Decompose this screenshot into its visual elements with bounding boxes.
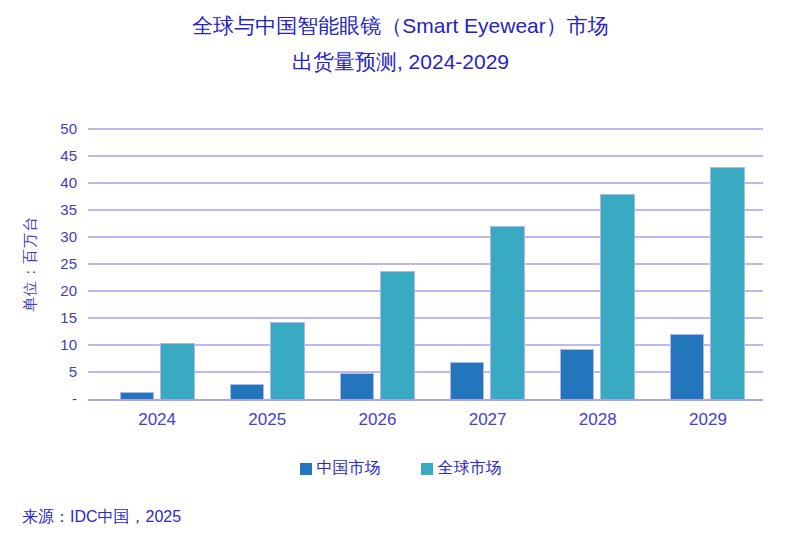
bar-2029-china (670, 334, 704, 399)
bar-2026-global (380, 271, 415, 399)
legend-item-china: 中国市场 (300, 458, 381, 479)
bar-2025-china (230, 384, 264, 399)
bar-group-2026 (322, 129, 432, 399)
bar-2024-global (160, 343, 195, 399)
x-label-2028: 2028 (543, 410, 653, 430)
bar-group-2025 (212, 129, 322, 399)
bar-2024-china (120, 392, 154, 399)
bar-2028-china (560, 349, 594, 399)
bar-2027-global (490, 226, 525, 399)
x-axis-labels: 202420252026202720282029 (88, 410, 763, 430)
chart-title: 全球与中国智能眼镜（Smart Eyewear）市场 出货量预测, 2024-2… (0, 8, 801, 80)
legend-label-global: 全球市场 (438, 458, 502, 479)
chart-legend: 中国市场 全球市场 (0, 458, 801, 479)
bar-group-2029 (653, 129, 763, 399)
chart-title-line1: 全球与中国智能眼镜（Smart Eyewear）市场 (0, 8, 801, 44)
legend-label-china: 中国市场 (317, 458, 381, 479)
y-tick-label: - (72, 390, 77, 407)
bar-2028-global (600, 194, 635, 399)
x-label-2024: 2024 (102, 410, 212, 430)
bars-row (88, 129, 763, 399)
y-tick-label: 15 (60, 309, 77, 326)
y-tick-label: 40 (60, 174, 77, 191)
bar-2027-china (450, 362, 484, 399)
bar-2029-global (710, 167, 745, 399)
y-tick-label: 25 (60, 255, 77, 272)
source-note: 来源：IDC中国，2025 (22, 507, 181, 528)
legend-swatch-global-icon (421, 463, 433, 475)
x-label-2025: 2025 (212, 410, 322, 430)
x-label-2027: 2027 (433, 410, 543, 430)
chart-title-line2: 出货量预测, 2024-2029 (0, 44, 801, 80)
plot-area: -5101520253035404550 (88, 129, 763, 401)
y-tick-label: 35 (60, 201, 77, 218)
bar-2025-global (270, 322, 305, 399)
x-label-2029: 2029 (653, 410, 763, 430)
bar-group-2027 (433, 129, 543, 399)
bar-group-2024 (102, 129, 212, 399)
legend-item-global: 全球市场 (421, 458, 502, 479)
y-axis-title: 单位：百万台 (21, 216, 40, 312)
y-tick-label: 10 (60, 336, 77, 353)
y-tick-label: 20 (60, 282, 77, 299)
bar-group-2028 (543, 129, 653, 399)
y-tick-label: 5 (69, 363, 77, 380)
y-tick-label: 45 (60, 147, 77, 164)
bar-2026-china (340, 373, 374, 399)
y-tick-label: 30 (60, 228, 77, 245)
legend-swatch-china-icon (300, 463, 312, 475)
y-tick-label: 50 (60, 120, 77, 137)
x-label-2026: 2026 (322, 410, 432, 430)
